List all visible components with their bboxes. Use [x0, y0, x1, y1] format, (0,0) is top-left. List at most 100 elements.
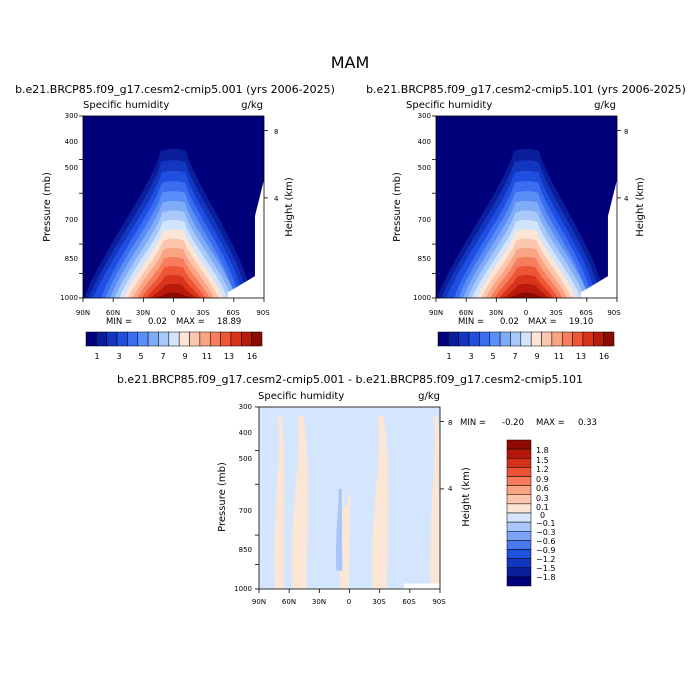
p2-min-label: MIN = [458, 317, 484, 327]
p3-lat-90n: 90N [252, 598, 266, 606]
p3-missing-region [403, 583, 440, 589]
p2-ptick-300: 300 [418, 112, 431, 120]
p2-lat-0: 0 [524, 309, 528, 317]
p2-cb-swatch-13 [572, 331, 584, 347]
p3-ptick-850: 850 [239, 546, 252, 554]
p2-cb-swatch-1 [448, 331, 459, 347]
p1-lat-90n: 90N [76, 309, 90, 317]
p1-cb-swatch-1 [96, 331, 107, 347]
p3-cb-label-13: −1.2 [536, 555, 555, 564]
panel-3-case-title: b.e21.BRCP85.f09_g17.cesm2-cmip5.001 - b… [117, 373, 583, 386]
p2-min-value: 0.02 [500, 317, 519, 327]
p1-ptick-500: 500 [65, 164, 78, 172]
p3-cb-label-6: 0.3 [536, 494, 549, 503]
p3-cb-swatch-15 [506, 576, 532, 587]
p3-lat-0: 0 [347, 598, 351, 606]
p2-ptick-1000: 1000 [413, 294, 431, 302]
panel-3-units: g/kg [418, 391, 440, 402]
p2-band-15 [503, 283, 550, 298]
p3-cb-label-5: 0.6 [536, 484, 549, 493]
panel-2-variable: Specific humidity [406, 100, 492, 111]
p2-lat-90n: 90N [429, 309, 443, 317]
p1-band-16 [155, 292, 192, 298]
p3-cb-label-3: 1.2 [536, 465, 549, 474]
panel-2-case-title: b.e21.BRCP85.f09_g17.cesm2-cmip5.101 (yr… [366, 83, 686, 96]
p2-cb-swatch-2 [458, 331, 470, 347]
p2-cb-label-16: 16 [599, 352, 609, 361]
p1-cb-swatch-16 [251, 331, 263, 347]
p2-ptick-700: 700 [418, 216, 431, 224]
p1-cb-swatch-0 [85, 331, 97, 347]
p2-cb-swatch-3 [468, 331, 480, 347]
p3-max-label: MAX = [536, 418, 565, 428]
p1-cb-label-3: 3 [116, 352, 121, 361]
p3-cb-swatch-13 [506, 558, 532, 568]
p1-ptick-850: 850 [65, 255, 78, 263]
p3-lat-90s: 90S [432, 598, 446, 606]
p3-cb-label-11: −0.6 [536, 537, 555, 546]
p1-ptick-700: 700 [65, 216, 78, 224]
p2-ptick-850: 850 [418, 255, 431, 263]
p1-cb-swatch-15 [241, 331, 252, 347]
p3-cb-label-7: 0.1 [536, 503, 549, 512]
p3-cb-label-2: 1.5 [536, 456, 549, 465]
p1-cb-swatch-7 [158, 331, 170, 347]
page-title: MAM [331, 53, 370, 72]
p1-missing-region [227, 179, 264, 298]
p2-ptick-500: 500 [418, 164, 431, 172]
p3-cb-label-9: −0.1 [536, 519, 555, 528]
p2-cb-label-5: 5 [490, 352, 495, 361]
p1-cb-swatch-6 [147, 331, 159, 347]
p2-band-16 [508, 292, 545, 298]
p3-ptick-400: 400 [239, 429, 252, 437]
panel-3-ylabel-right: Height (km) [461, 467, 472, 527]
p3-ptick-300: 300 [239, 403, 252, 411]
p2-lat-60s: 60S [579, 309, 593, 317]
p1-lat-90s: 90S [256, 309, 270, 317]
p2-cb-swatch-10 [541, 331, 553, 347]
p3-min-value: -0.20 [502, 418, 524, 428]
p2-cb-swatch-7 [510, 331, 522, 347]
panel-1-ylabel-right: Height (km) [284, 177, 295, 237]
p3-cb-label-15: −1.8 [536, 573, 555, 582]
p2-max-label: MAX = [528, 317, 557, 327]
p3-cb-label-1: 1.8 [536, 446, 549, 455]
panel-1-plot [79, 115, 268, 302]
p3-cb-swatch-12 [506, 549, 532, 559]
p2-cb-label-3: 3 [468, 352, 473, 361]
p1-lat-0: 0 [171, 309, 175, 317]
p2-htick-4: 4 [624, 195, 629, 203]
p3-cb-swatch-8 [506, 512, 532, 523]
p2-cb-swatch-16 [603, 331, 615, 347]
panel-1-units: g/kg [241, 100, 263, 111]
p2-cb-swatch-9 [530, 331, 542, 347]
p1-cb-label-11: 11 [202, 352, 212, 361]
p1-max-label: MAX = [176, 317, 205, 327]
panel-3-colorbar [506, 439, 532, 587]
panel-2-ylabel-right: Height (km) [635, 177, 646, 237]
p2-cb-label-9: 9 [534, 352, 539, 361]
p1-max-value: 18.89 [217, 317, 241, 327]
p1-lat-60n: 60N [106, 309, 120, 317]
p2-cb-label-13: 13 [576, 352, 586, 361]
p1-min-label: MIN = [106, 317, 132, 327]
p3-cb-label-12: −0.9 [536, 546, 555, 555]
p3-lat-60s: 60S [402, 598, 416, 606]
p2-lat-90s: 90S [607, 309, 621, 317]
panel-3-plot [255, 406, 444, 593]
p2-cb-swatch-4 [479, 331, 491, 347]
p2-cb-swatch-0 [437, 331, 449, 347]
p1-lat-30s: 30S [196, 309, 210, 317]
panel-3-variable: Specific humidity [258, 391, 344, 402]
p1-cb-swatch-4 [127, 331, 139, 347]
p3-htick-8: 8 [448, 419, 452, 427]
p2-cb-swatch-5 [489, 331, 501, 347]
p1-cb-swatch-5 [137, 331, 149, 347]
p2-missing-region [580, 179, 617, 298]
p2-cb-swatch-11 [551, 331, 563, 347]
p3-cb-swatch-11 [506, 540, 532, 550]
panel-1-colorbar [85, 331, 263, 347]
p1-cb-label-9: 9 [182, 352, 187, 361]
p3-cb-swatch-0 [506, 439, 532, 450]
